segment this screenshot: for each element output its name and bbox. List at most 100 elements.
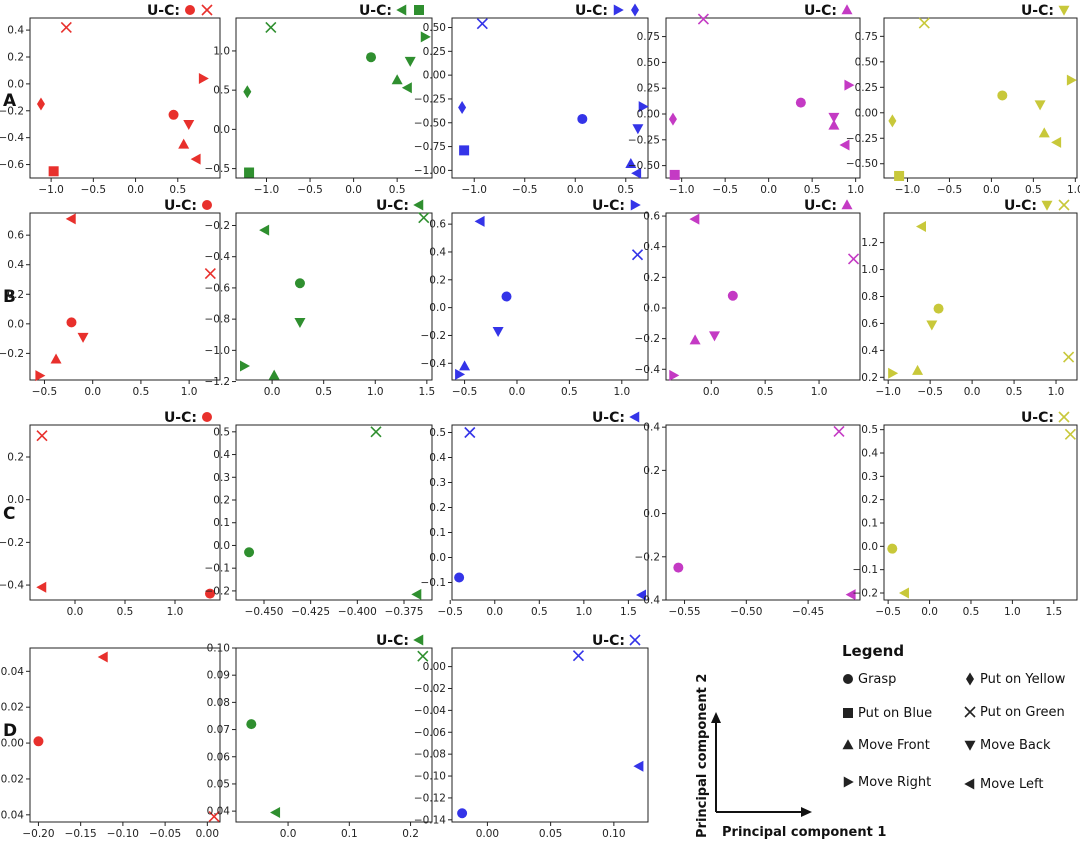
point-diamond [36,97,45,111]
point-triangle-left [839,139,850,151]
x-tick-label: 1.5 [418,386,435,398]
x-tick-label: 1.0 [1067,184,1080,196]
y-tick-label: 0.1 [429,527,446,539]
point-triangle-left [474,215,485,227]
legend-item: Move Back [964,738,1051,753]
x-tick-label: 0.5 [1006,386,1023,398]
point-x [208,811,220,823]
point-circle [727,290,738,301]
point-diamond [243,85,252,99]
y-tick-label: 0.06 [207,751,231,763]
panel-a2: −1.0 −0.5 0.0 0.5 −0.5 0.0 0.5 1.0 U-C: [205,3,433,196]
uc-title: U-C: [359,3,392,19]
x-tick-label: 1.0 [367,386,384,398]
point-triangle-left [190,153,201,165]
plot-frame [235,17,433,179]
x-tick-label: −1.0 [461,184,487,196]
x-tick-label: −0.5 [712,184,738,196]
point-triangle-up [912,364,924,375]
x-tick-label: 0.0 [486,606,503,618]
point-circle [501,291,512,302]
uc-title-triangle-left-icon [396,4,407,16]
y-tick-label: −0.8 [205,314,231,326]
point-triangle-right [669,369,680,381]
y-tick-label: −0.1 [853,564,879,576]
legend-diamond-icon [966,672,974,686]
x-tick-label: 0.00 [196,828,219,840]
uc-title: U-C: [592,198,625,214]
point-x [417,650,429,662]
x-tick-label: 1.0 [1048,386,1065,398]
uc-title: U-C: [592,410,625,426]
point-triangle-left [270,806,281,818]
point-triangle-right [638,101,649,113]
x-tick-label: 0.5 [1025,184,1042,196]
y-tick-label: −0.1 [421,577,447,589]
x-tick-label: 0.0 [67,606,84,618]
uc-title-triangle-up-icon [841,4,853,15]
row-label-c: C [3,504,15,524]
y-tick-label: −0.4 [421,358,447,370]
x-tick-label: 0.5 [117,606,134,618]
uc-title: U-C: [804,3,837,19]
pc2-label: Principal component 2 [695,674,710,838]
y-tick-label: 0.0 [213,124,230,136]
uc-title-circle-icon [185,5,195,15]
x-tick-label: −0.5 [937,184,963,196]
y-tick-label: −0.2 [635,333,661,345]
y-tick-label: 0.0 [643,302,660,314]
x-tick-label: 0.0 [567,184,584,196]
plot-frame [29,424,221,601]
y-tick-label: −0.4 [635,595,661,607]
point-triangle-right [455,368,466,380]
point-circle [168,109,179,120]
point-triangle-up [178,138,190,149]
point-triangle-down [926,320,938,331]
y-tick-label: 0.5 [213,426,230,438]
point-triangle-down [492,327,504,338]
y-tick-label: 0.07 [207,724,230,736]
legend-item: Put on Green [964,705,1065,720]
x-tick-label: −1.0 [875,386,901,398]
panel-c3: −0.5 0.0 0.5 1.0 1.5 −0.1 0.0 0.1 0.2 0.3 0.4 0.5 U-… [421,410,649,618]
x-tick-label: −0.5 [512,184,538,196]
point-circle [997,90,1008,101]
point-circle [294,278,305,289]
x-tick-label: 0.5 [963,606,980,618]
uc-title-triangle-down-icon [1041,200,1053,211]
point-circle [933,303,944,314]
point-x [370,426,382,438]
legend-item: Move Right [843,775,931,790]
x-tick-label: −0.45 [792,606,824,618]
legend-triangle-up-icon [842,739,854,750]
pc2-arrowhead [711,712,721,723]
point-triangle-down [77,332,89,343]
y-tick-label: 0.10 [207,643,230,655]
point-circle [454,572,465,583]
y-tick-label: −0.50 [414,117,446,129]
plot-frame [451,647,649,823]
uc-title-triangle-right-icon [630,199,641,211]
y-tick-label: −0.08 [414,749,446,761]
uc-title-triangle-right-icon [613,4,624,16]
uc-title: U-C: [164,198,197,214]
plot-frame [665,424,861,601]
y-tick-label: 0.2 [7,51,24,63]
point-square [669,169,680,180]
legend-item-label: Move Left [980,777,1043,792]
uc-title: U-C: [804,198,837,214]
y-tick-label: −0.25 [414,93,446,105]
uc-title-square-icon [414,5,424,15]
y-tick-label: 0.4 [643,422,660,434]
point-circle [887,543,898,554]
x-tick-label: −1.0 [254,184,280,196]
x-tick-label: 1.0 [847,184,864,196]
point-triangle-down [404,56,416,67]
pc1-arrowhead [801,807,812,817]
point-triangle-left [401,82,412,94]
point-diamond [668,112,677,126]
y-tick-label: −0.4 [0,132,24,144]
uc-title-triangle-left-icon [413,199,424,211]
panel-c5: −0.5 0.0 0.5 1.0 1.5 −0.2 −0.1 0.0 0.1 0.2 0.3 0.4 0… [853,410,1078,618]
